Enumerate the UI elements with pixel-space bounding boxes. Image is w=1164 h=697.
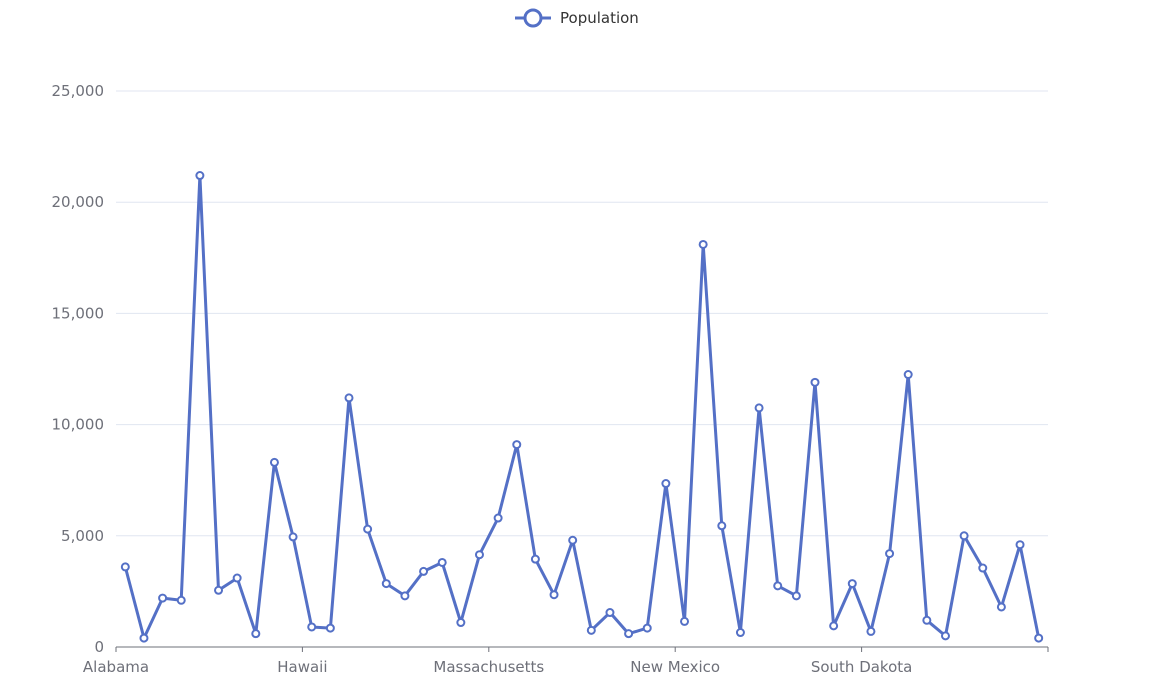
data-point[interactable] bbox=[493, 513, 503, 523]
y-tick-label: 0 bbox=[94, 638, 104, 656]
y-axis-labels: 0 5,000 10,000 15,000 20,000 25,000 bbox=[52, 82, 105, 656]
data-point[interactable] bbox=[661, 479, 671, 489]
data-point[interactable] bbox=[288, 532, 298, 542]
data-point[interactable] bbox=[549, 590, 559, 600]
data-point[interactable] bbox=[568, 535, 578, 545]
y-tick-label: 20,000 bbox=[52, 193, 105, 211]
data-point[interactable] bbox=[419, 566, 429, 576]
y-tick-label: 5,000 bbox=[61, 527, 104, 545]
data-point[interactable] bbox=[232, 573, 242, 583]
data-point[interactable] bbox=[866, 626, 876, 636]
data-point[interactable] bbox=[176, 595, 186, 605]
series-line bbox=[123, 174, 1041, 640]
data-point[interactable] bbox=[1034, 633, 1044, 643]
grid-lines bbox=[116, 90, 1048, 537]
data-point[interactable] bbox=[978, 563, 988, 573]
x-tick-label: Hawaii bbox=[277, 658, 327, 676]
series-population bbox=[120, 171, 1044, 643]
data-point[interactable] bbox=[773, 581, 783, 591]
data-point[interactable] bbox=[195, 171, 205, 181]
data-point[interactable] bbox=[829, 621, 839, 631]
data-point[interactable] bbox=[922, 615, 932, 625]
legend[interactable]: Population bbox=[515, 8, 639, 28]
y-tick-label: 25,000 bbox=[52, 82, 105, 100]
x-tick-label: South Dakota bbox=[811, 658, 913, 676]
data-point[interactable] bbox=[400, 591, 410, 601]
x-tick-label: New Mexico bbox=[630, 658, 720, 676]
data-point[interactable] bbox=[139, 633, 149, 643]
data-point[interactable] bbox=[1015, 540, 1025, 550]
x-axis: Alabama Hawaii Massachusetts New Mexico Sout… bbox=[83, 646, 1049, 676]
data-point[interactable] bbox=[530, 554, 540, 564]
x-tick-label: Alabama bbox=[83, 658, 149, 676]
data-point[interactable] bbox=[474, 550, 484, 560]
data-point[interactable] bbox=[456, 618, 466, 628]
data-point[interactable] bbox=[586, 625, 596, 635]
data-point[interactable] bbox=[363, 524, 373, 534]
data-point[interactable] bbox=[120, 562, 130, 572]
data-point[interactable] bbox=[735, 628, 745, 638]
data-point[interactable] bbox=[642, 623, 652, 633]
data-point[interactable] bbox=[791, 591, 801, 601]
data-point[interactable] bbox=[437, 557, 447, 567]
data-point[interactable] bbox=[158, 593, 168, 603]
data-point[interactable] bbox=[940, 631, 950, 641]
data-point[interactable] bbox=[754, 403, 764, 413]
data-point[interactable] bbox=[307, 622, 317, 632]
data-point[interactable] bbox=[996, 602, 1006, 612]
data-point[interactable] bbox=[903, 370, 913, 380]
y-tick-label: 10,000 bbox=[52, 416, 105, 434]
data-point[interactable] bbox=[512, 440, 522, 450]
legend-marker-icon bbox=[523, 8, 543, 28]
data-point[interactable] bbox=[959, 531, 969, 541]
data-point[interactable] bbox=[381, 579, 391, 589]
data-point[interactable] bbox=[847, 579, 857, 589]
x-tick-label: Massachusetts bbox=[433, 658, 544, 676]
data-point[interactable] bbox=[717, 521, 727, 531]
data-point[interactable] bbox=[605, 608, 615, 618]
data-point[interactable] bbox=[698, 239, 708, 249]
y-tick-label: 15,000 bbox=[52, 304, 105, 322]
data-point[interactable] bbox=[325, 623, 335, 633]
data-point[interactable] bbox=[810, 377, 820, 387]
data-point[interactable] bbox=[624, 629, 634, 639]
legend-label: Population bbox=[560, 9, 639, 27]
data-point[interactable] bbox=[251, 629, 261, 639]
data-point[interactable] bbox=[680, 616, 690, 626]
data-point[interactable] bbox=[269, 457, 279, 467]
data-point[interactable] bbox=[344, 393, 354, 403]
data-point[interactable] bbox=[885, 549, 895, 559]
data-point[interactable] bbox=[214, 585, 224, 595]
